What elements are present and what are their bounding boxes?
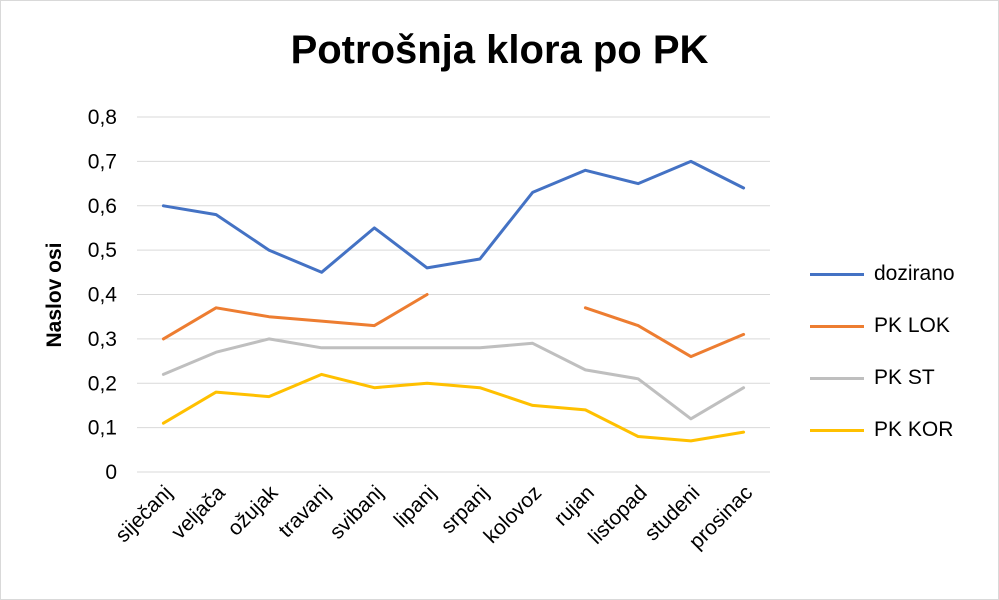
legend-label: PK LOK bbox=[874, 314, 950, 337]
x-tick-label: siječanj bbox=[111, 481, 177, 547]
y-tick-label: 0,4 bbox=[88, 284, 118, 307]
y-tick-label: 0 bbox=[105, 461, 117, 484]
y-tick-label: 0,3 bbox=[88, 328, 117, 351]
x-tick-label: ožujak bbox=[223, 481, 283, 541]
legend-label: PK KOR bbox=[874, 418, 954, 441]
x-tick-label: veljača bbox=[167, 481, 230, 544]
series-line bbox=[161, 159, 746, 274]
legend-swatch bbox=[810, 376, 864, 380]
series-line bbox=[161, 372, 746, 443]
legend-swatch bbox=[810, 324, 864, 328]
y-tick-label: 0,1 bbox=[88, 417, 117, 440]
x-tick-label: listopad bbox=[584, 481, 651, 548]
series-line bbox=[161, 337, 746, 421]
y-tick-label: 0,5 bbox=[88, 239, 117, 262]
y-tick-label: 0,7 bbox=[88, 150, 117, 173]
legend-swatch bbox=[810, 272, 864, 276]
legend-item: PK ST bbox=[810, 352, 955, 404]
legend-label: PK ST bbox=[874, 366, 935, 389]
x-tick-label: lipanj bbox=[390, 481, 441, 532]
legend-item: dozirano bbox=[810, 248, 955, 300]
x-tick-label: rujan bbox=[550, 481, 599, 530]
x-tick-label: svibanj bbox=[325, 481, 387, 543]
y-tick-label: 0,6 bbox=[88, 195, 117, 218]
chart-title: Potrošnja klora po PK bbox=[290, 28, 709, 72]
x-tick-label: kolovoz bbox=[480, 481, 547, 548]
x-tick-label: travanj bbox=[274, 481, 335, 542]
y-tick-label: 0,8 bbox=[88, 106, 117, 129]
legend-item: PK KOR bbox=[810, 404, 955, 456]
legend-swatch bbox=[810, 428, 864, 432]
legend-label: dozirano bbox=[874, 262, 955, 285]
y-tick-label: 0,2 bbox=[88, 372, 117, 395]
legend: dozirano PK LOK PK ST PK KOR bbox=[810, 248, 955, 456]
legend-item: PK LOK bbox=[810, 300, 955, 352]
series-line bbox=[161, 293, 746, 359]
